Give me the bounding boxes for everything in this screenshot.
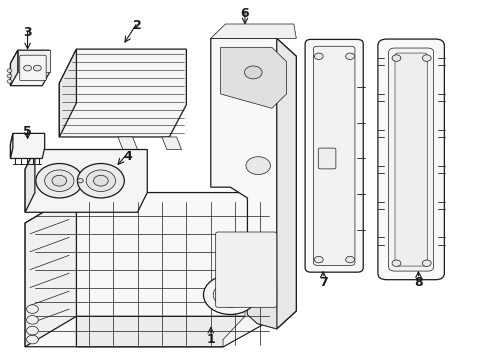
Circle shape [86, 170, 116, 192]
Polygon shape [59, 49, 76, 137]
Circle shape [392, 260, 401, 266]
Circle shape [7, 74, 12, 78]
Circle shape [36, 163, 83, 198]
Circle shape [245, 66, 262, 79]
Text: 3: 3 [23, 27, 32, 40]
Polygon shape [223, 270, 274, 347]
Circle shape [422, 260, 431, 266]
Text: 7: 7 [319, 276, 327, 289]
FancyBboxPatch shape [389, 48, 434, 271]
Polygon shape [211, 24, 296, 39]
Polygon shape [10, 50, 49, 86]
Circle shape [203, 275, 257, 315]
Circle shape [246, 157, 270, 175]
Text: 4: 4 [123, 150, 132, 163]
FancyBboxPatch shape [20, 55, 46, 81]
Polygon shape [59, 49, 186, 137]
Polygon shape [162, 137, 181, 149]
FancyBboxPatch shape [395, 53, 427, 266]
Circle shape [315, 256, 323, 263]
Text: 2: 2 [133, 19, 142, 32]
Polygon shape [118, 137, 138, 149]
Polygon shape [10, 50, 18, 86]
Text: 6: 6 [241, 7, 249, 20]
Circle shape [77, 163, 124, 198]
Circle shape [52, 175, 67, 186]
Circle shape [345, 256, 354, 263]
Circle shape [26, 305, 38, 314]
Circle shape [315, 53, 323, 59]
Text: 5: 5 [23, 125, 32, 138]
FancyBboxPatch shape [378, 39, 444, 280]
Polygon shape [247, 280, 277, 329]
Circle shape [213, 282, 247, 307]
FancyBboxPatch shape [318, 148, 336, 169]
FancyBboxPatch shape [314, 46, 355, 265]
Polygon shape [25, 193, 274, 347]
Polygon shape [220, 47, 287, 108]
Circle shape [94, 175, 108, 186]
Polygon shape [277, 39, 296, 329]
Circle shape [223, 289, 238, 300]
Circle shape [45, 170, 74, 192]
Text: 8: 8 [414, 276, 423, 289]
Circle shape [392, 55, 401, 61]
Circle shape [7, 80, 12, 83]
Polygon shape [76, 316, 274, 347]
Polygon shape [211, 39, 296, 329]
Polygon shape [25, 149, 147, 212]
Polygon shape [25, 193, 76, 347]
FancyBboxPatch shape [305, 40, 363, 272]
Polygon shape [18, 50, 49, 72]
Circle shape [345, 53, 354, 59]
Text: 1: 1 [206, 333, 215, 346]
Circle shape [26, 316, 38, 324]
FancyBboxPatch shape [216, 232, 277, 307]
Polygon shape [25, 149, 35, 212]
Circle shape [24, 65, 31, 71]
Circle shape [26, 326, 38, 335]
Circle shape [247, 284, 277, 306]
Circle shape [33, 65, 41, 71]
Polygon shape [10, 134, 45, 158]
Circle shape [77, 179, 83, 183]
Polygon shape [10, 134, 13, 158]
Circle shape [26, 335, 38, 344]
Circle shape [7, 69, 12, 72]
Circle shape [422, 55, 431, 61]
